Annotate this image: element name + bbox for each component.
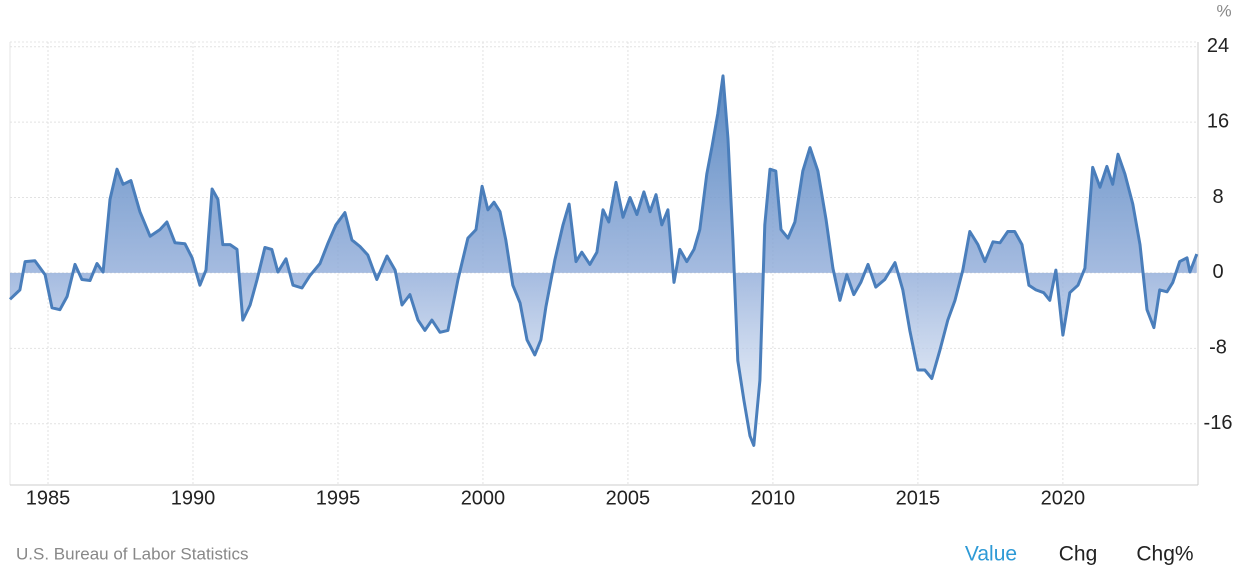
- area: [10, 75, 1197, 446]
- line: [8, 74, 1199, 447]
- x-tick-label: 2020: [1041, 487, 1086, 509]
- y-tick-label: 24: [1207, 35, 1229, 57]
- x-tick-label: 2000: [461, 487, 506, 509]
- source: U.S. Bureau of Labor Statistics: [16, 544, 248, 563]
- unit-label: %: [1216, 1, 1231, 20]
- x-tick-label: 1995: [316, 487, 361, 509]
- tab[interactable]: Chg%: [1136, 543, 1193, 566]
- x-tick-label: 1985: [26, 487, 71, 509]
- y-tick-label: 16: [1207, 110, 1229, 132]
- y-tick-label: 8: [1212, 186, 1223, 208]
- x-tick-label: 2010: [751, 487, 796, 509]
- tab[interactable]: Value: [965, 543, 1017, 566]
- tab[interactable]: Chg: [1059, 543, 1098, 566]
- x-tick-label: 2015: [896, 487, 941, 509]
- y-tick-label: -8: [1209, 337, 1227, 359]
- y-tick-label: 0: [1212, 261, 1223, 283]
- x-tick-label: 2005: [606, 487, 651, 509]
- y-tick-label: -16: [1204, 412, 1233, 434]
- x-tick-label: 1990: [171, 487, 216, 509]
